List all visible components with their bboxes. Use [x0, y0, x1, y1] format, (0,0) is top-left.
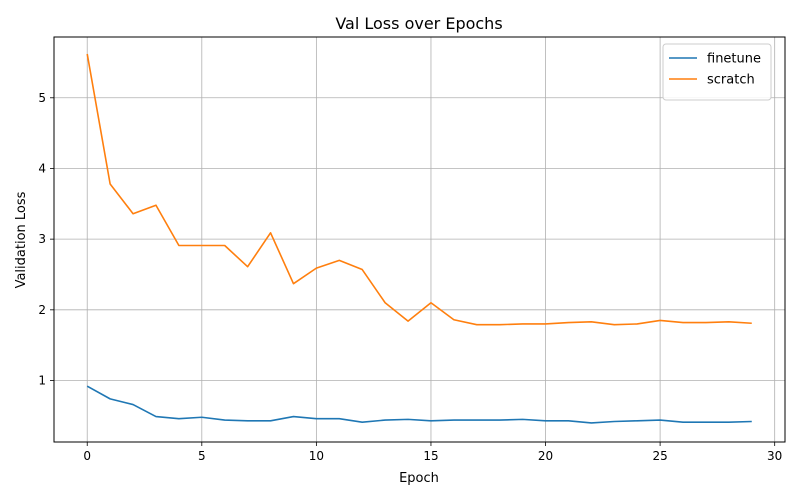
x-axis-label: Epoch	[399, 471, 439, 486]
x-tick-label: 10	[309, 449, 324, 463]
legend-label-scratch: scratch	[707, 73, 755, 88]
y-tick-label: 2	[38, 303, 46, 317]
chart-title: Val Loss over Epochs	[335, 14, 502, 33]
x-tick-label: 30	[767, 449, 782, 463]
y-axis-label: Validation Loss	[14, 191, 29, 288]
series-line-scratch	[86, 53, 752, 326]
x-axis-ticks: 0 5 10 15 20 25 30	[83, 442, 782, 463]
y-tick-label: 5	[38, 91, 46, 105]
legend-label-finetune: finetune	[707, 52, 761, 67]
x-tick-label: 5	[198, 449, 206, 463]
series-lines	[86, 53, 752, 424]
y-tick-label: 3	[38, 232, 46, 246]
x-tick-label: 0	[83, 449, 91, 463]
y-tick-label: 1	[38, 374, 46, 388]
y-tick-label: 4	[38, 161, 46, 175]
grid-lines	[54, 37, 785, 442]
x-tick-label: 25	[652, 449, 667, 463]
x-tick-label: 15	[423, 449, 438, 463]
legend: finetune scratch	[662, 43, 772, 101]
y-axis-ticks: 1 2 3 4 5	[38, 91, 54, 388]
x-tick-label: 20	[538, 449, 553, 463]
series-line-finetune	[86, 385, 752, 424]
